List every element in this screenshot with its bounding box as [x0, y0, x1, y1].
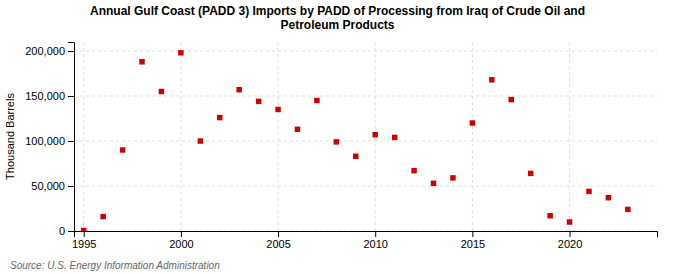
x-tick-mark [375, 231, 376, 237]
grid [74, 42, 657, 231]
point [586, 189, 591, 194]
point [470, 120, 475, 125]
x-tick-mark [472, 231, 473, 237]
x-tick-mark [570, 231, 571, 237]
point [275, 107, 280, 112]
point [178, 50, 183, 55]
point [353, 154, 358, 159]
y-tick-label: 0 [59, 225, 65, 237]
point [411, 168, 416, 173]
point [159, 89, 164, 94]
y-tick-mark [68, 96, 74, 97]
y-tick-label: 100,000 [25, 135, 65, 147]
grid-line [278, 42, 279, 231]
y-tick: 50,000 [31, 180, 74, 192]
grid-line [569, 42, 570, 231]
x-tick: 2000 [169, 231, 193, 250]
point [625, 207, 630, 212]
point [100, 214, 105, 219]
x-tick: 2010 [363, 231, 387, 250]
y-tick: 150,000 [25, 90, 74, 102]
x-tick: 2005 [266, 231, 290, 250]
point [372, 132, 377, 137]
y-axis-title: Thousand Barrels [4, 93, 16, 180]
x-tick: 1995 [72, 231, 96, 250]
point [256, 99, 261, 104]
grid-line [180, 42, 181, 231]
point [489, 77, 494, 82]
point [431, 181, 436, 186]
x-tick-label: 2020 [558, 238, 582, 250]
y-tick-mark [68, 186, 74, 187]
y-tick-mark [68, 51, 74, 52]
y-tick-mark [68, 141, 74, 142]
point [139, 59, 144, 64]
x-tick-label: 2010 [363, 238, 387, 250]
y-tick: 200,000 [25, 45, 74, 57]
point [392, 135, 397, 140]
x-tick: 2015 [461, 231, 485, 250]
point [547, 213, 552, 218]
x-tick: 2020 [558, 231, 582, 250]
point [567, 219, 572, 224]
x-tick-mark [278, 231, 279, 237]
x-axis: 1995 2000 2005 2010 2015 2020 [72, 231, 658, 250]
x-tick-mark [181, 231, 182, 237]
title: Annual Gulf Coast (PADD 3) Imports by PA… [90, 4, 585, 32]
x-tick-label: 2000 [169, 238, 193, 250]
point [509, 97, 514, 102]
y-axis-line [68, 43, 75, 232]
y-tick-label: 150,000 [25, 90, 65, 102]
point [334, 139, 339, 144]
point [450, 175, 455, 180]
point [606, 195, 611, 200]
point [198, 138, 203, 143]
point [120, 147, 125, 152]
point [217, 115, 222, 120]
y-tick: 100,000 [25, 135, 74, 147]
grid-line [83, 42, 84, 231]
plot-area: 1995 2000 2005 2010 2015 2020 0 50,000 100,000 15… [25, 42, 657, 250]
y-tick-label: 200,000 [25, 45, 65, 57]
y-axis: 0 50,000 100,000 150,000 200,000 [25, 43, 74, 238]
x-tick-label: 1995 [72, 238, 96, 250]
annotation: Source: U.S. Energy Information Administ… [10, 260, 220, 271]
x-axis-line [75, 232, 658, 238]
grid-line [472, 42, 473, 231]
chart: 1995 2000 2005 2010 2015 2020 0 50,000 100,000 15… [0, 0, 675, 275]
point [295, 127, 300, 132]
point [314, 98, 319, 103]
y-tick: 0 [59, 225, 74, 237]
point [236, 87, 241, 92]
y-tick-label: 50,000 [31, 180, 65, 192]
point [81, 228, 86, 231]
x-tick-mark [84, 231, 85, 237]
x-tick-label: 2015 [461, 238, 485, 250]
points [81, 50, 631, 231]
x-tick-label: 2005 [266, 238, 290, 250]
point [528, 171, 533, 176]
y-tick-mark [68, 231, 74, 232]
